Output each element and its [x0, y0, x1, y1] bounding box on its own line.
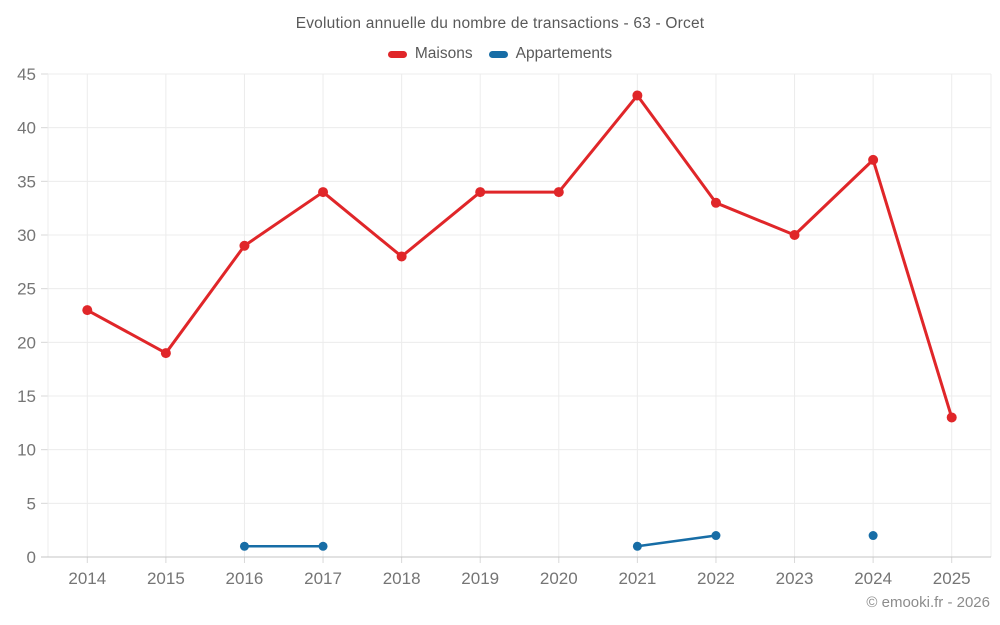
x-axis-label: 2020 — [540, 569, 578, 588]
legend-label-appartements: Appartements — [515, 45, 613, 62]
y-axis-label: 45 — [17, 65, 36, 84]
data-point-maisons-2015[interactable] — [160, 348, 171, 359]
data-point-maisons-2017[interactable] — [318, 187, 329, 198]
y-axis-label: 40 — [17, 119, 36, 138]
y-axis-label: 25 — [17, 280, 36, 299]
x-axis-label: 2018 — [383, 569, 421, 588]
x-axis-label: 2015 — [147, 569, 185, 588]
x-axis-label: 2022 — [697, 569, 735, 588]
x-axis-label: 2021 — [618, 569, 656, 588]
data-point-maisons-2025[interactable] — [946, 412, 957, 423]
legend-item-maisons[interactable]: Maisons — [387, 45, 473, 63]
data-point-maisons-2020[interactable] — [553, 187, 564, 198]
data-point-maisons-2022[interactable] — [710, 197, 721, 208]
data-point-maisons-2021[interactable] — [632, 90, 643, 101]
legend-label-maisons: Maisons — [414, 45, 473, 62]
x-axis-label: 2014 — [68, 569, 106, 588]
x-axis-label: 2016 — [226, 569, 264, 588]
x-axis-label: 2025 — [933, 569, 971, 588]
chart-title: Evolution annuelle du nombre de transact… — [295, 15, 705, 32]
copyright-text: © emooki.fr - 2026 — [866, 594, 990, 611]
chart-legend: Maisons Appartements — [0, 45, 1000, 63]
y-axis-label: 0 — [27, 548, 36, 567]
x-axis-label: 2024 — [854, 569, 892, 588]
y-axis-label: 5 — [27, 494, 36, 513]
data-point-appartements-2016[interactable] — [239, 541, 249, 551]
legend-item-appartements[interactable]: Appartements — [488, 45, 613, 63]
y-axis-label: 15 — [17, 387, 36, 406]
data-point-maisons-2023[interactable] — [789, 230, 800, 240]
data-point-maisons-2024[interactable] — [868, 154, 879, 165]
data-point-maisons-2019[interactable] — [475, 187, 486, 198]
legend-swatch-appartements-icon — [488, 50, 508, 58]
data-point-appartements-2022[interactable] — [711, 531, 721, 541]
series-line-appartements — [636, 534, 718, 548]
y-axis-label: 10 — [17, 441, 36, 460]
y-axis-label: 30 — [17, 226, 36, 245]
data-point-appartements-2017[interactable] — [318, 541, 328, 551]
x-axis-label: 2019 — [461, 569, 499, 588]
x-axis-label: 2023 — [776, 569, 814, 588]
y-axis-label: 20 — [17, 333, 36, 352]
data-point-appartements-2024[interactable] — [868, 531, 878, 541]
x-axis-label: 2017 — [304, 569, 342, 588]
data-point-maisons-2014[interactable] — [82, 305, 93, 316]
y-axis-label: 35 — [17, 172, 36, 191]
series-line-maisons — [85, 93, 954, 419]
legend-swatch-maisons-icon — [387, 50, 407, 58]
data-point-maisons-2018[interactable] — [396, 251, 407, 262]
data-point-appartements-2021[interactable] — [632, 541, 642, 551]
data-point-maisons-2016[interactable] — [239, 240, 250, 251]
